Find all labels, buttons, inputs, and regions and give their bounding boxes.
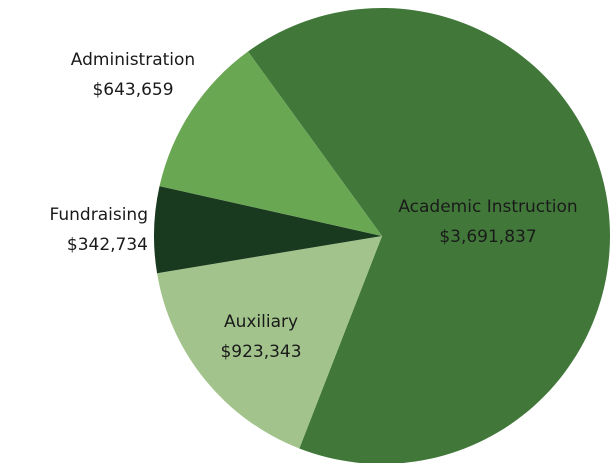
slice-value: $923,343	[220, 342, 301, 362]
pie-slice	[157, 236, 382, 449]
slice-label: Auxiliary	[224, 312, 298, 332]
slice-label: Fundraising	[50, 205, 148, 225]
pie-slice	[159, 51, 382, 236]
pie-slice	[154, 186, 382, 274]
slice-value: $643,659	[92, 80, 173, 100]
slice-label: Administration	[71, 50, 195, 70]
slice-value: $3,691,837	[439, 227, 536, 247]
slice-value: $342,734	[67, 235, 148, 255]
pie-slice	[247, 8, 610, 463]
slice-label: Academic Instruction	[398, 197, 577, 217]
